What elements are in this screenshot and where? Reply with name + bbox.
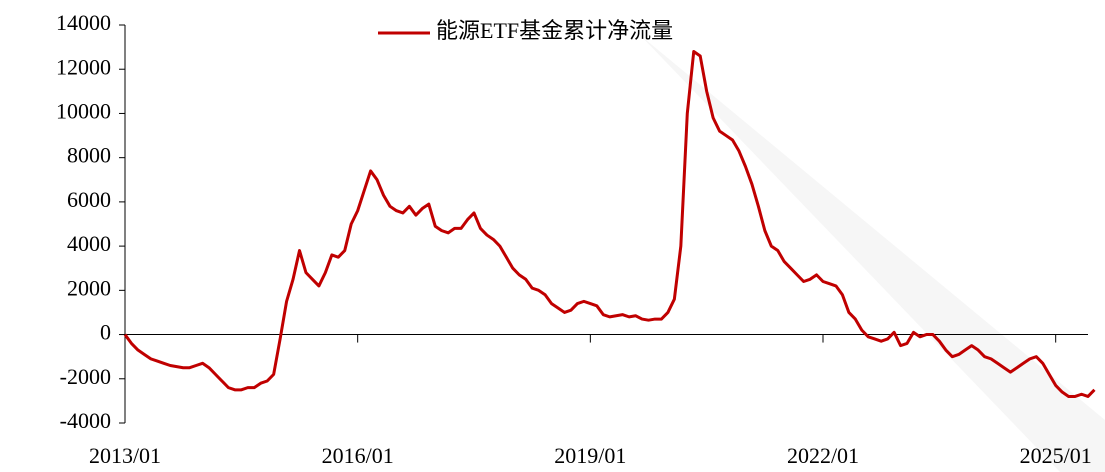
x-tick-label: 2022/01 xyxy=(787,443,859,468)
y-tick-label: 6000 xyxy=(67,187,111,212)
y-tick-label: 14000 xyxy=(56,10,111,35)
data-line xyxy=(123,50,1096,398)
x-tick-label: 2013/01 xyxy=(89,443,161,468)
y-tick-label: 2000 xyxy=(67,275,111,300)
legend-label: 能源ETF基金累计净流量 xyxy=(436,18,673,43)
y-tick-label: 0 xyxy=(100,320,111,345)
y-tick-label: 4000 xyxy=(67,231,111,256)
x-tick-label: 2019/01 xyxy=(554,443,626,468)
y-tick-label: 10000 xyxy=(56,98,111,123)
y-tick-label: -2000 xyxy=(60,364,111,389)
y-tick-label: 8000 xyxy=(67,143,111,168)
x-tick-label: 2016/01 xyxy=(322,443,394,468)
y-tick-label: -4000 xyxy=(60,408,111,433)
y-tick-label: 12000 xyxy=(56,54,111,79)
background-shade xyxy=(640,35,1105,472)
x-tick-label: 2025/01 xyxy=(1020,443,1092,468)
